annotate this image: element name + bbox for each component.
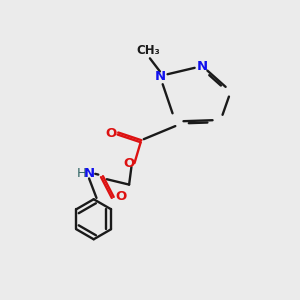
Text: O: O <box>116 190 127 203</box>
Text: O: O <box>106 127 117 140</box>
Text: N: N <box>83 167 94 180</box>
Text: CH₃: CH₃ <box>136 44 160 57</box>
Text: N: N <box>154 70 166 83</box>
Text: H: H <box>76 167 86 180</box>
Text: N: N <box>197 59 208 73</box>
Text: O: O <box>124 157 135 170</box>
